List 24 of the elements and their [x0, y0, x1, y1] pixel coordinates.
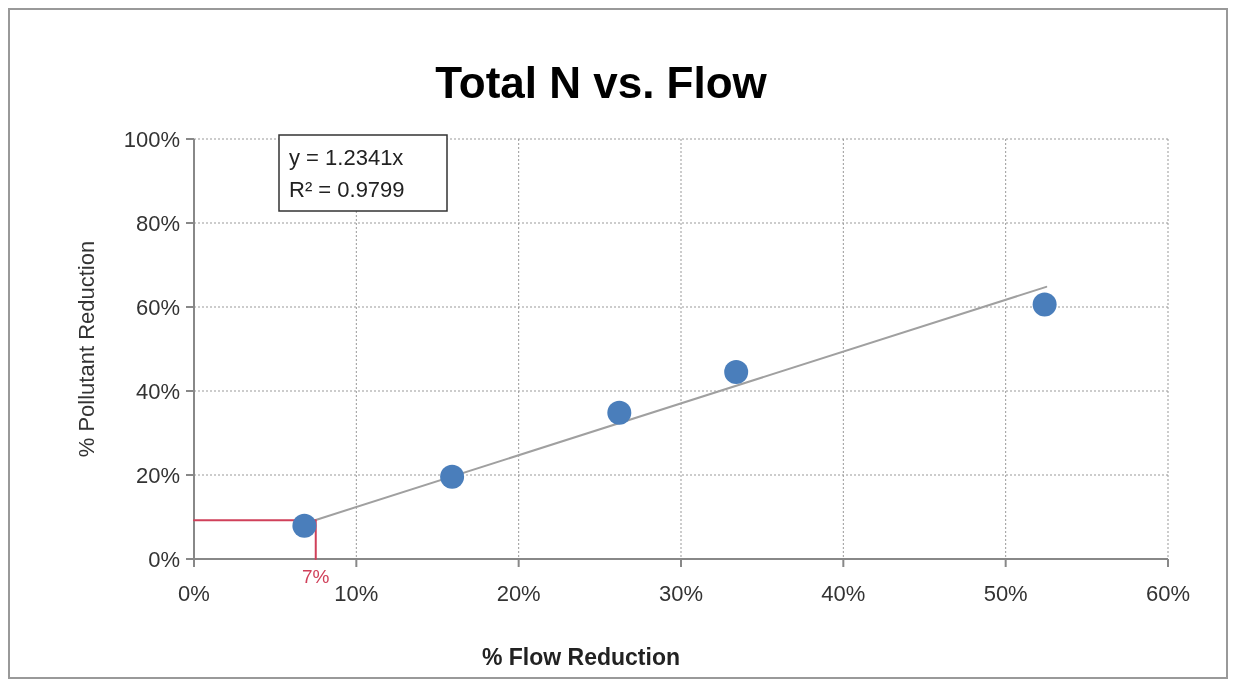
x-tick-label: 50% [983, 581, 1028, 606]
x-tick-label: 20% [496, 581, 541, 606]
point [440, 464, 465, 489]
x-tick-label: 0% [178, 581, 210, 606]
point [607, 400, 632, 425]
x-tick-label: 10% [334, 581, 379, 606]
x-tick-label: 30% [658, 581, 704, 606]
y-tick-label: 80% [135, 211, 180, 236]
point [1032, 292, 1057, 317]
annotation: 7% [302, 566, 330, 587]
y-tick-label: 60% [135, 295, 180, 320]
x-axis-title: % Flow Reduction [481, 644, 681, 670]
y-tick-label: 100% [123, 127, 180, 152]
x-tick-label: 60% [1145, 581, 1191, 606]
point [292, 513, 317, 538]
annotation: R² = 0.9799 [289, 177, 405, 202]
y-tick-label: 40% [135, 379, 180, 404]
point [724, 360, 749, 385]
annotation: y = 1.2341x [289, 145, 404, 170]
chart-title: Total N vs. Flow [435, 58, 768, 107]
x-tick-label: 40% [821, 581, 866, 606]
y-tick-label: 20% [135, 463, 180, 488]
y-tick-label: 0% [148, 547, 180, 572]
y-axis-title: % Pollutant Reduction [74, 240, 99, 458]
